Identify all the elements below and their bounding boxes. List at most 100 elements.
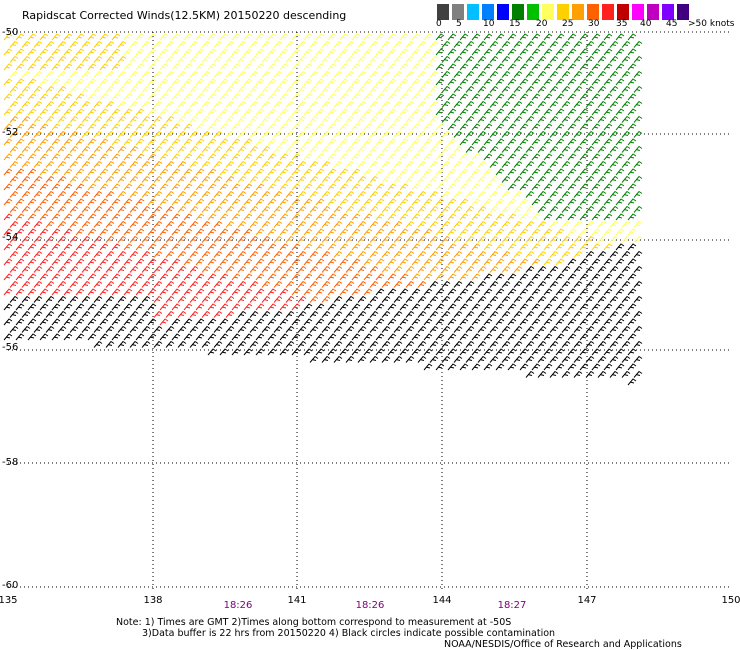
wind-barb [87, 183, 97, 191]
wind-barb [537, 205, 547, 213]
wind-barb [357, 175, 367, 183]
wind-barb [261, 130, 271, 138]
wind-barb [501, 115, 511, 123]
wind-barb [609, 160, 619, 168]
wind-barb [225, 160, 235, 168]
wind-barb [45, 85, 55, 93]
wind-barb [609, 115, 619, 123]
wind-barb [189, 310, 199, 318]
wind-barb [63, 333, 73, 341]
wind-barb [633, 190, 643, 198]
legend-swatch [602, 4, 614, 20]
wind-barb [339, 303, 349, 311]
wind-barb [39, 78, 49, 86]
wind-barb [561, 190, 571, 198]
wind-barb [339, 168, 349, 176]
wind-barb [201, 265, 211, 273]
wind-barb [471, 183, 481, 191]
wind-barb [9, 85, 19, 93]
wind-barb [279, 48, 289, 56]
wind-barb [27, 33, 37, 41]
wind-barb [387, 138, 397, 146]
wind-barb [129, 265, 139, 273]
wind-barb [231, 348, 241, 356]
wind-barb [315, 198, 325, 206]
wind-barb [267, 273, 277, 281]
wind-barb [81, 295, 91, 303]
wind-barb [597, 40, 607, 48]
wind-barb [351, 333, 361, 341]
wind-barb [195, 228, 205, 236]
wind-barb [99, 198, 109, 206]
wind-barb [597, 100, 607, 108]
wind-barb [333, 100, 343, 108]
wind-barb [309, 160, 319, 168]
wind-barb [603, 228, 613, 236]
wind-barb [117, 85, 127, 93]
wind-barb [207, 303, 217, 311]
wind-barb [441, 115, 451, 123]
wind-barb [327, 243, 337, 251]
legend-swatch [527, 4, 539, 20]
wind-barb [207, 123, 217, 131]
wind-barb [177, 295, 187, 303]
wind-barb [279, 123, 289, 131]
wind-barb [321, 40, 331, 48]
wind-barb [579, 243, 589, 251]
wind-barb [141, 205, 151, 213]
wind-barb [363, 348, 373, 356]
wind-barb [225, 40, 235, 48]
wind-barb [369, 310, 379, 318]
wind-barb [447, 273, 457, 281]
wind-barb [237, 115, 247, 123]
wind-barb [561, 355, 571, 363]
wind-barb [483, 153, 493, 161]
wind-barb [621, 325, 631, 333]
wind-barb [297, 325, 307, 333]
wind-barb [471, 333, 481, 341]
wind-barb [477, 40, 487, 48]
wind-barb [141, 220, 151, 228]
wind-barb [495, 243, 505, 251]
wind-barb [51, 78, 61, 86]
wind-barb [99, 123, 109, 131]
wind-barb [549, 355, 559, 363]
wind-barb [225, 145, 235, 153]
wind-barb [153, 265, 163, 273]
wind-barb [171, 288, 181, 296]
wind-barb [495, 138, 505, 146]
wind-barb [633, 100, 643, 108]
wind-barb [447, 243, 457, 251]
wind-barb [45, 130, 55, 138]
wind-barb [471, 243, 481, 251]
wind-barb [225, 70, 235, 78]
wind-barb [411, 348, 421, 356]
wind-barb [567, 363, 577, 371]
wind-barb [15, 63, 25, 71]
wind-barb [627, 273, 637, 281]
wind-barb [375, 333, 385, 341]
wind-barb [327, 258, 337, 266]
wind-barb [513, 340, 523, 348]
wind-barb [435, 48, 445, 56]
wind-barb [129, 235, 139, 243]
wind-barb [357, 70, 367, 78]
wind-barb [3, 93, 13, 101]
wind-barb [303, 303, 313, 311]
wind-barb [69, 190, 79, 198]
wind-barb [555, 108, 565, 116]
wind-barb [15, 123, 25, 131]
wind-barb [99, 168, 109, 176]
wind-barb [189, 250, 199, 258]
wind-barb [459, 363, 469, 371]
wind-barb [387, 168, 397, 176]
wind-barb [309, 145, 319, 153]
wind-barb [3, 78, 13, 86]
wind-barb [495, 363, 505, 371]
wind-barb [159, 108, 169, 116]
wind-barb [477, 280, 487, 288]
wind-barb [327, 63, 337, 71]
wind-barb [495, 348, 505, 356]
wind-barb [387, 198, 397, 206]
wind-barb [195, 138, 205, 146]
